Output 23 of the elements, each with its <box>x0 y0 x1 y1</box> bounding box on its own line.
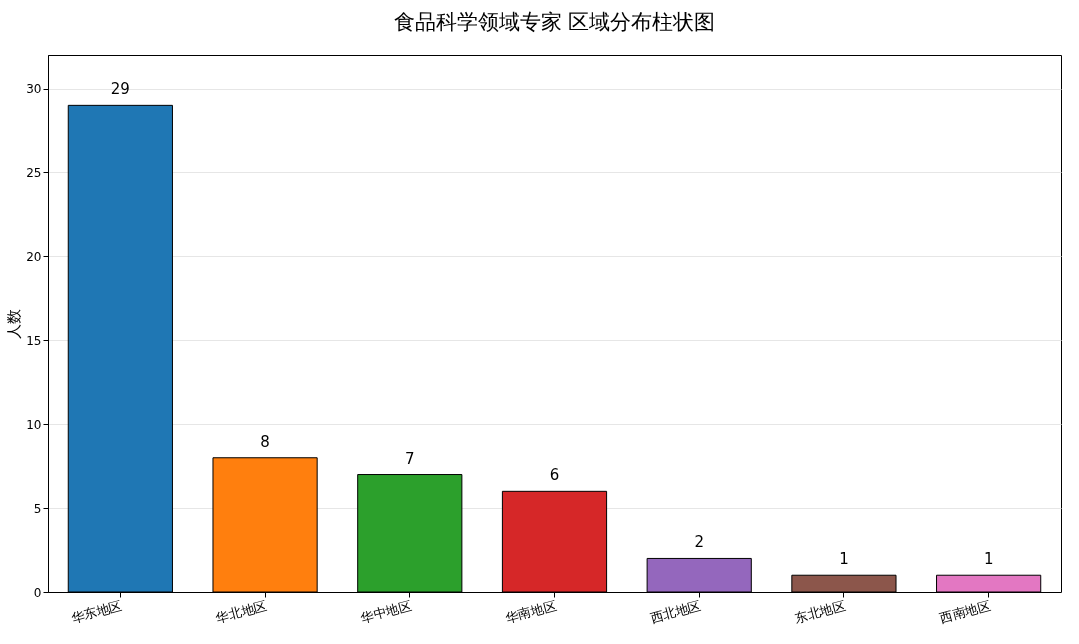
x-tick-label: 西北地区 <box>648 597 703 626</box>
chart-title: 食品科学领域专家 区域分布柱状图 <box>393 10 716 34</box>
data-label: 8 <box>260 432 270 451</box>
y-tick-label: 20 <box>26 249 42 264</box>
data-label: 7 <box>405 449 415 468</box>
data-label: 1 <box>983 550 994 569</box>
data-label: 2 <box>694 533 704 552</box>
y-tick-label: 25 <box>26 165 42 180</box>
x-tick-label: 西南地区 <box>937 597 993 626</box>
y-tick-label: 30 <box>26 82 42 97</box>
x-tick-label: 华南地区 <box>503 597 558 626</box>
y-tick-label: 15 <box>26 333 42 348</box>
y-tick-label: 5 <box>33 501 42 516</box>
x-tick-label: 东北地区 <box>793 597 848 626</box>
y-tick-label: 0 <box>33 585 42 600</box>
data-label: 29 <box>110 80 130 99</box>
y-tick-label: 10 <box>26 417 42 432</box>
x-tick-label: 华北地区 <box>214 597 269 626</box>
data-label: 1 <box>839 550 849 569</box>
x-tick-label: 华中地区 <box>359 597 414 626</box>
x-tick-label: 华东地区 <box>69 597 124 626</box>
y-axis-title: 人数 <box>5 309 24 339</box>
data-label: 6 <box>549 466 560 485</box>
